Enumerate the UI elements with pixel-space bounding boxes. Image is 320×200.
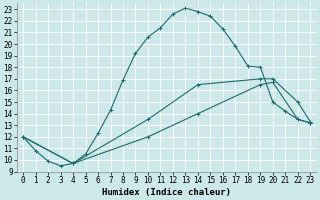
X-axis label: Humidex (Indice chaleur): Humidex (Indice chaleur) — [102, 188, 231, 197]
